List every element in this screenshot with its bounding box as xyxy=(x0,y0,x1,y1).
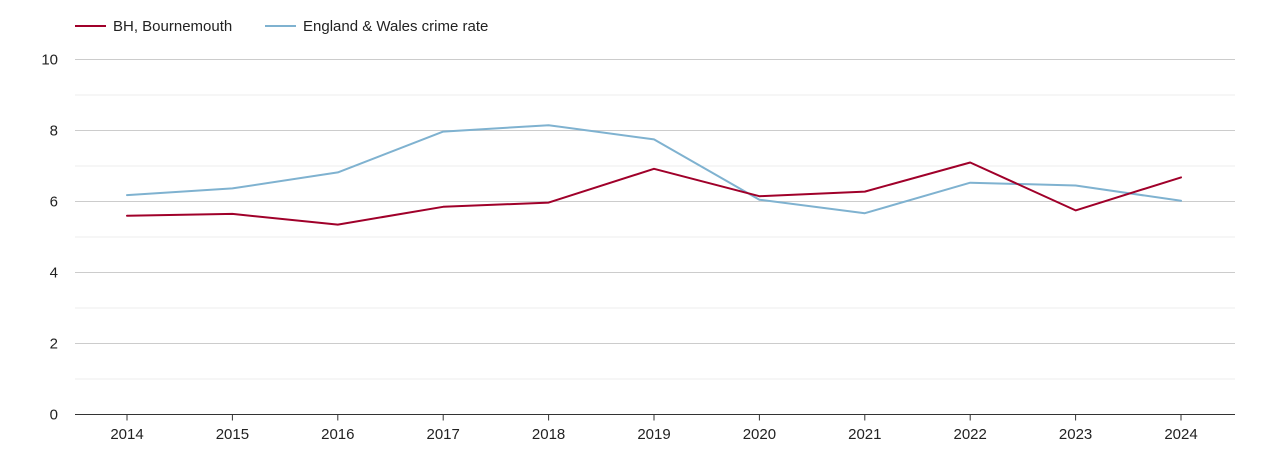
x-tick-label-2016: 2016 xyxy=(321,426,354,443)
legend-label-england-wales: England & Wales crime rate xyxy=(303,18,488,35)
y-tick-label-0: 0 xyxy=(50,407,58,424)
y-tick-label-2: 2 xyxy=(50,336,58,353)
y-tick-label-8: 8 xyxy=(50,123,58,140)
data-point-0-2022 xyxy=(968,160,972,164)
y-tick-label-10: 10 xyxy=(41,52,58,69)
data-point-1-2014 xyxy=(125,193,129,197)
legend-item-bournemouth[interactable]: BH, Bournemouth xyxy=(75,18,232,35)
data-point-1-2015 xyxy=(230,186,234,190)
data-point-1-2017 xyxy=(441,130,445,134)
data-point-0-2014 xyxy=(125,214,129,218)
legend-label-bournemouth: BH, Bournemouth xyxy=(113,18,232,35)
data-point-1-2016 xyxy=(336,170,340,174)
x-tick-label-2018: 2018 xyxy=(532,426,565,443)
data-point-0-2017 xyxy=(441,205,445,209)
y-axis: 0 2 4 6 8 10 xyxy=(41,52,58,424)
x-tick-label-2020: 2020 xyxy=(743,426,776,443)
data-point-1-2021 xyxy=(863,211,867,215)
x-axis: 2014 2015 2016 2017 2018 2019 2020 2021 2022 2023… xyxy=(75,414,1235,443)
data-point-1-2019 xyxy=(652,137,656,141)
data-point-0-2016 xyxy=(336,223,340,227)
data-point-0-2018 xyxy=(547,201,551,205)
series-line-0 xyxy=(126,161,1182,226)
data-point-0-2019 xyxy=(652,167,656,171)
x-tick-label-2015: 2015 xyxy=(216,426,249,443)
x-tick-label-2022: 2022 xyxy=(954,426,987,443)
data-point-1-2022 xyxy=(968,181,972,185)
x-tick-label-2014: 2014 xyxy=(110,426,143,443)
data-point-0-2021 xyxy=(863,190,867,194)
data-point-0-2015 xyxy=(230,212,234,216)
x-tick-label-2024: 2024 xyxy=(1164,426,1197,443)
data-point-1-2023 xyxy=(1074,184,1078,188)
y-tick-label-6: 6 xyxy=(50,194,58,211)
data-point-1-2018 xyxy=(547,123,551,127)
data-point-0-2024 xyxy=(1179,175,1183,179)
data-point-1-2020 xyxy=(757,198,761,202)
data-point-0-2023 xyxy=(1074,208,1078,212)
data-point-1-2024 xyxy=(1179,199,1183,203)
y-tick-label-4: 4 xyxy=(50,265,58,282)
gridlines xyxy=(75,59,1235,380)
x-tick-label-2021: 2021 xyxy=(848,426,881,443)
x-tick-label-2017: 2017 xyxy=(427,426,460,443)
legend: BH, Bournemouth England & Wales crime ra… xyxy=(75,18,488,35)
x-tick-label-2019: 2019 xyxy=(637,426,670,443)
series-line-1 xyxy=(126,124,1182,215)
data-point-0-2020 xyxy=(757,194,761,198)
x-tick-label-2023: 2023 xyxy=(1059,426,1092,443)
legend-item-england-wales[interactable]: England & Wales crime rate xyxy=(265,18,488,35)
series-group xyxy=(125,123,1183,227)
